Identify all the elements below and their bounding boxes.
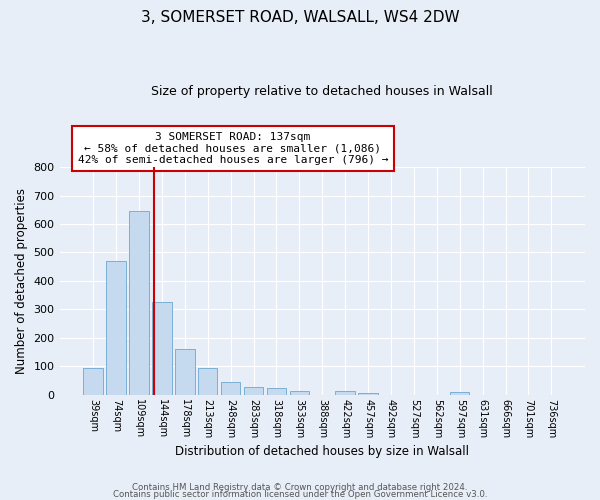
X-axis label: Distribution of detached houses by size in Walsall: Distribution of detached houses by size … [175,444,469,458]
Bar [450,392,469,394]
Bar [83,368,103,394]
Bar [129,212,149,394]
Bar [267,388,286,394]
Text: 3, SOMERSET ROAD, WALSALL, WS4 2DW: 3, SOMERSET ROAD, WALSALL, WS4 2DW [140,10,460,25]
Title: Size of property relative to detached houses in Walsall: Size of property relative to detached ho… [151,85,493,98]
Text: Contains public sector information licensed under the Open Government Licence v3: Contains public sector information licen… [113,490,487,499]
Bar [175,349,194,395]
Bar [358,393,378,394]
Bar [198,368,217,394]
Text: 3 SOMERSET ROAD: 137sqm
← 58% of detached houses are smaller (1,086)
42% of semi: 3 SOMERSET ROAD: 137sqm ← 58% of detache… [77,132,388,165]
Bar [152,302,172,394]
Bar [244,386,263,394]
Bar [106,261,126,394]
Text: Contains HM Land Registry data © Crown copyright and database right 2024.: Contains HM Land Registry data © Crown c… [132,484,468,492]
Y-axis label: Number of detached properties: Number of detached properties [15,188,28,374]
Bar [290,390,309,394]
Bar [221,382,241,394]
Bar [335,391,355,394]
